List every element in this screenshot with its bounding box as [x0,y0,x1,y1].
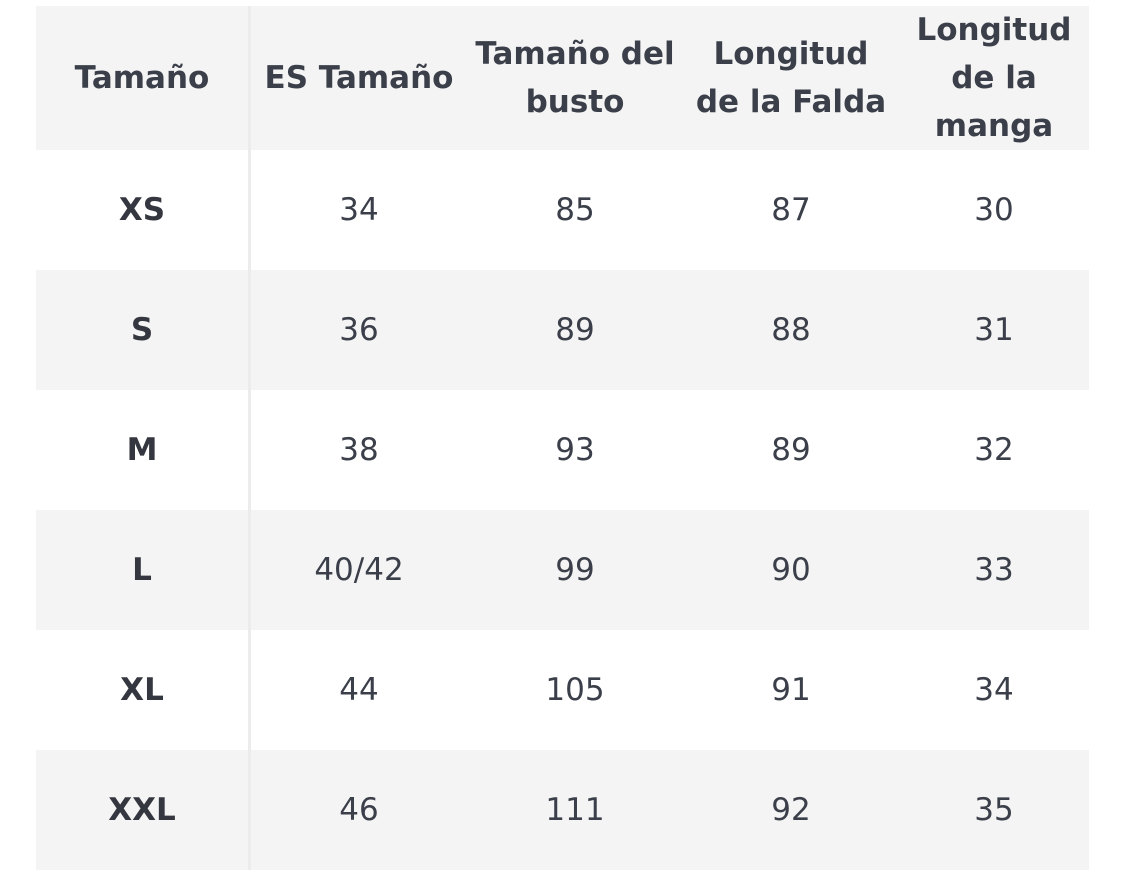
table-row: S 36 89 88 31 [36,270,1089,390]
sleeve-length-cell: 30 [974,192,1014,228]
size-cell: XXL [36,750,251,870]
skirt-length-cell: 91 [771,672,811,708]
sleeve-length-cell: 33 [974,552,1014,588]
bust-cell: 85 [555,192,595,228]
size-cell: M [36,390,251,510]
header-skirt-length: Longitud de la Falda [695,36,887,120]
bust-cell: 89 [555,312,595,348]
es-size-cell: 36 [339,312,379,348]
header-sleeve-length: Longitud de la manga [916,12,1072,144]
sleeve-length-cell: 31 [974,312,1014,348]
skirt-length-cell: 89 [771,432,811,468]
bust-cell: 111 [545,792,605,828]
sleeve-length-cell: 35 [974,792,1014,828]
size-cell: S [36,270,251,390]
es-size-cell: 46 [339,792,379,828]
es-size-cell: 34 [339,192,379,228]
sleeve-length-cell: 34 [974,672,1014,708]
table-row: L 40/42 99 90 33 [36,510,1089,630]
table-row: XXL 46 111 92 35 [36,750,1089,870]
bust-cell: 93 [555,432,595,468]
sleeve-length-cell: 32 [974,432,1014,468]
table-row: M 38 93 89 32 [36,390,1089,510]
skirt-length-cell: 87 [771,192,811,228]
table-row: XL 44 105 91 34 [36,630,1089,750]
size-cell: XS [36,150,251,270]
bust-cell: 99 [555,552,595,588]
size-cell: L [36,510,251,630]
header-es-size: ES Tamaño [264,60,454,96]
es-size-cell: 38 [339,432,379,468]
skirt-length-cell: 88 [771,312,811,348]
size-cell: XL [36,630,251,750]
skirt-length-cell: 90 [771,552,811,588]
header-size: Tamaño [36,6,251,150]
header-bust-size: Tamaño del busto [475,36,675,120]
es-size-cell: 44 [339,672,379,708]
es-size-cell: 40/42 [314,552,404,588]
size-chart-table: Tamaño ES Tamaño Tamaño del busto Longit… [36,6,1089,870]
table-row: XS 34 85 87 30 [36,150,1089,270]
table-header-row: Tamaño ES Tamaño Tamaño del busto Longit… [36,6,1089,150]
bust-cell: 105 [545,672,605,708]
skirt-length-cell: 92 [771,792,811,828]
